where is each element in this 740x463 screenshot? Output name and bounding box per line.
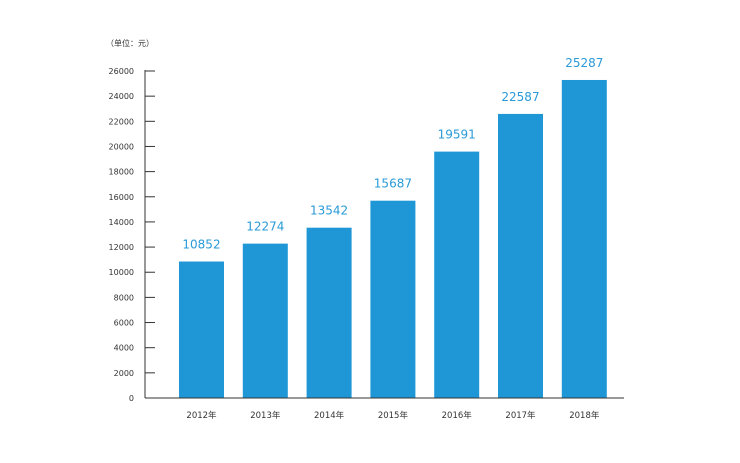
data-label: 22587 — [501, 90, 539, 104]
y-tick-label: 22000 — [109, 117, 134, 126]
bar-2015年 — [370, 200, 416, 398]
y-tick-label: 0 — [129, 394, 134, 403]
bar-2014年 — [306, 227, 352, 398]
bar-2016年 — [434, 151, 480, 398]
bar-2013年 — [242, 243, 288, 398]
data-label: 25287 — [565, 56, 603, 70]
y-tick-label: 24000 — [109, 92, 134, 101]
x-tick-label: 2015年 — [378, 410, 409, 421]
data-label: 13542 — [310, 204, 348, 218]
y-tick-label: 12000 — [109, 243, 134, 252]
y-tick-label: 20000 — [109, 142, 134, 151]
x-tick-label: 2016年 — [442, 410, 473, 421]
bar-2018年 — [561, 79, 607, 398]
x-tick-label: 2014年 — [314, 410, 345, 421]
y-tick-label: 26000 — [109, 67, 134, 76]
data-label: 19591 — [438, 128, 476, 142]
x-tick-label: 2018年 — [569, 410, 600, 421]
data-labels: 10852 12274 13542 15687 19591 22587 25287 — [182, 56, 603, 252]
y-tick-label: 4000 — [114, 344, 134, 353]
y-axis-ticks: 0 2000 4000 6000 8000 10000 12000 14000 16000 180… — [109, 67, 155, 403]
bar-2012年 — [179, 261, 224, 398]
y-tick-label: 18000 — [109, 168, 134, 177]
x-axis-labels: 2012年 2013年 2014年 2015年 2016年 2017年 2018年 — [186, 410, 599, 421]
x-tick-label: 2013年 — [250, 410, 281, 421]
data-label: 10852 — [182, 238, 220, 252]
y-tick-label: 14000 — [109, 218, 134, 227]
y-tick-label: 10000 — [109, 268, 134, 277]
bar-series — [179, 79, 607, 398]
unit-label: （单位：元） — [106, 38, 154, 48]
data-label: 12274 — [246, 220, 284, 234]
y-tick-label: 6000 — [114, 319, 134, 328]
y-tick-label: 16000 — [109, 193, 134, 202]
y-tick-label: 2000 — [114, 369, 134, 378]
x-tick-label: 2017年 — [505, 410, 536, 421]
bar-2017年 — [498, 113, 543, 398]
y-tick-label: 8000 — [114, 293, 134, 302]
x-tick-label: 2012年 — [186, 410, 217, 421]
data-label: 15687 — [374, 177, 412, 191]
